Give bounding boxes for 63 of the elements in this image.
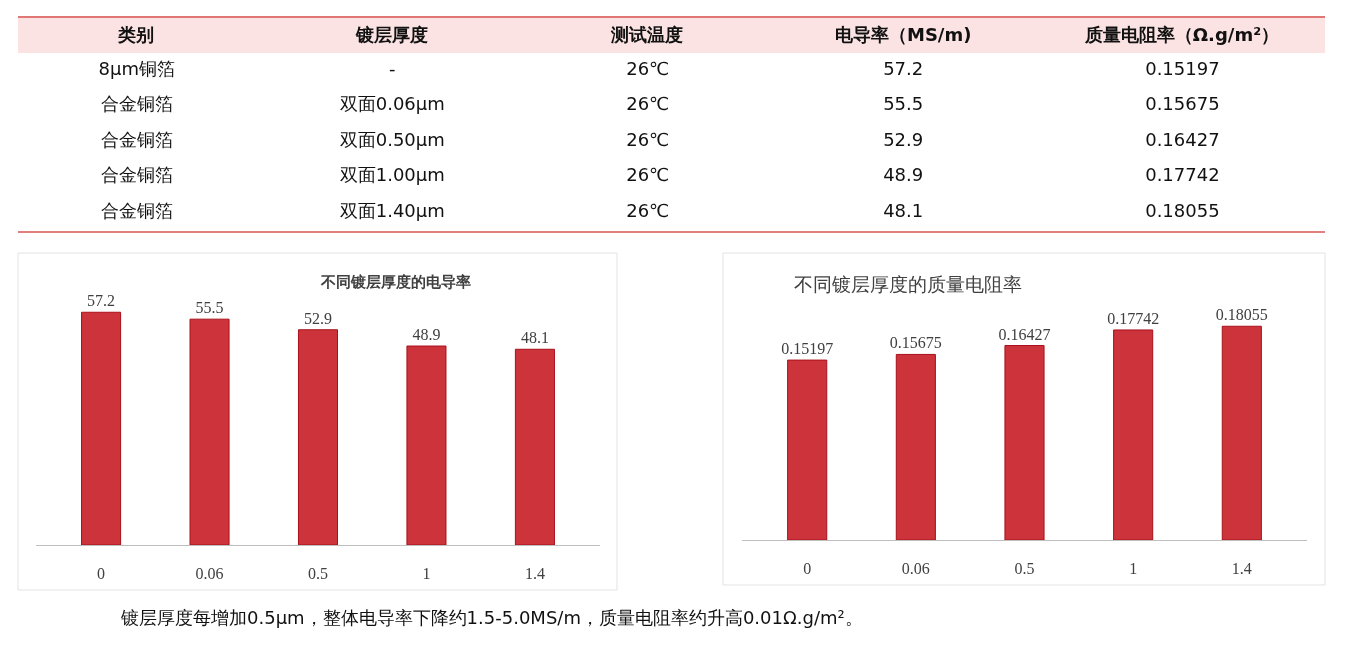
- x-tick-label: 0.5: [308, 565, 328, 583]
- bar: [189, 318, 230, 545]
- text: 26℃: [626, 57, 670, 79]
- x-tick-label: 1.4: [524, 565, 545, 583]
- category-label: 电导率（MS/m): [834, 24, 972, 45]
- x-tick-label: 1: [422, 565, 431, 583]
- data-label: 0.15675: [889, 334, 942, 352]
- text: 57.2: [883, 57, 924, 79]
- text: 8μm铜箔: [98, 57, 176, 79]
- bar: [514, 348, 555, 545]
- text: 合金铜箔: [100, 164, 173, 185]
- category-label: 镀层厚度: [354, 24, 428, 45]
- text: 镀层厚度每增加0.5μm，整体电导率下降约1.5-5.0MS/m，质量电阻率约升高0.01Ω.g/m²。: [120, 607, 863, 628]
- text: 0.15675: [1145, 93, 1220, 114]
- bar: [1004, 345, 1045, 540]
- text: 26℃: [626, 128, 670, 150]
- data-label: 55.5: [195, 299, 224, 317]
- text: 双面1.40μm: [339, 199, 445, 221]
- x-tick-label: 1.4: [1231, 560, 1252, 578]
- text: 48.9: [883, 164, 924, 185]
- text: 双面0.06μm: [339, 93, 445, 114]
- text: 26℃: [626, 199, 670, 221]
- bar: [297, 329, 339, 545]
- data-label: 48.1: [520, 329, 549, 347]
- category-label: 质量电阻率（Ω.g/m²）: [1083, 24, 1280, 45]
- bar: [895, 353, 936, 540]
- text: 0.18055: [1145, 199, 1220, 221]
- chart-title: 不同镀层厚度的电导率: [320, 273, 471, 291]
- bar: [1113, 329, 1154, 540]
- data-label: 0.17742: [1107, 309, 1160, 327]
- data-label: 0.18055: [1215, 306, 1268, 324]
- text: 合金铜箔: [100, 93, 173, 114]
- text: -: [389, 57, 396, 79]
- x-tick-label: 1: [1129, 560, 1138, 578]
- x-tick-label: 0: [803, 560, 812, 578]
- text: 48.1: [883, 199, 924, 221]
- x-tick-label: 0.06: [901, 560, 930, 578]
- category-label: 测试温度: [610, 24, 684, 45]
- x-tick-label: 0.06: [195, 565, 224, 583]
- x-tick-label: 0.5: [1014, 560, 1035, 578]
- text: 双面1.00μm: [339, 164, 445, 185]
- text: 55.5: [883, 93, 924, 114]
- data-label: 57.2: [87, 292, 116, 310]
- data-label: 52.9: [304, 309, 332, 327]
- text: 双面0.50μm: [339, 128, 445, 150]
- text: 合金铜箔: [100, 199, 173, 221]
- bar: [81, 311, 122, 545]
- text: 0.16427: [1145, 128, 1220, 150]
- data-label: 0.15197: [781, 340, 834, 358]
- data-label: 0.16427: [998, 325, 1051, 343]
- category-label: 类别: [117, 24, 155, 45]
- bar: [406, 345, 447, 545]
- bar: [787, 359, 828, 540]
- text: 0.15197: [1145, 57, 1220, 79]
- text: 26℃: [626, 164, 670, 185]
- text: 26℃: [626, 93, 670, 114]
- data-label: 48.9: [412, 326, 441, 344]
- text: 52.9: [883, 128, 924, 150]
- chart-title: 不同镀层厚度的质量电阻率: [794, 273, 1022, 295]
- x-tick-label: 0: [97, 565, 106, 583]
- text: 0.17742: [1145, 164, 1220, 185]
- bar: [1221, 325, 1262, 540]
- text: 合金铜箔: [100, 128, 173, 150]
